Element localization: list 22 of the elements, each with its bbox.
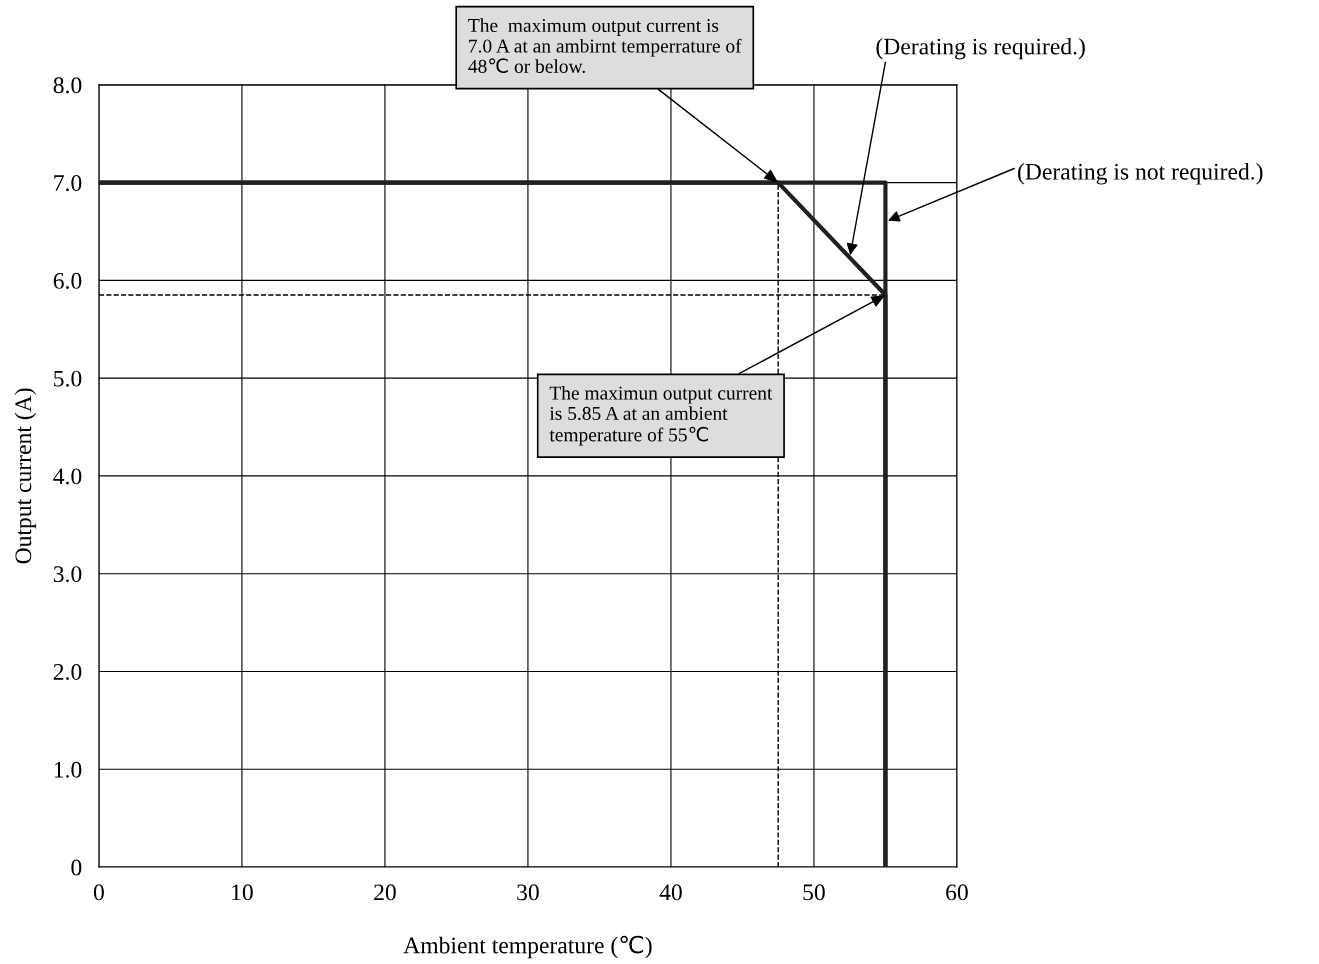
- y-tick-label: 8.0: [53, 77, 82, 94]
- y-tick-label: 4.0: [53, 468, 82, 485]
- annotation: (Derating is not required.): [1018, 163, 1263, 185]
- y-tick-label: 6.0: [53, 272, 82, 289]
- x-tick-label: 0: [93, 884, 104, 901]
- y-tick-label: 5.0: [54, 370, 82, 387]
- y-tick-label: 3.0: [53, 566, 82, 583]
- x-tick-label: 50: [803, 884, 825, 901]
- y-axis-title: Output current (A): [14, 388, 37, 564]
- x-tick-label: 40: [659, 884, 682, 901]
- y-tick-label: 0: [71, 859, 82, 876]
- x-tick-label: 30: [517, 884, 539, 901]
- x-tick-label: 60: [946, 884, 968, 901]
- x-axis-title: Ambient temperature (℃): [403, 935, 652, 959]
- y-tick-label: 2.0: [53, 663, 82, 680]
- y-tick-label: 1.0: [54, 761, 82, 778]
- x-tick-label: 20: [374, 884, 396, 901]
- annotation: The maximum output current is 7.0 A at an ambirnt temperrature of 48℃ or below.: [468, 18, 742, 74]
- x-tick-label: 10: [232, 884, 253, 901]
- annotation: The maximun output current is 5.85 A at an ambient temperature of 55℃: [549, 385, 773, 446]
- annotation: (Derating is required.): [876, 37, 1085, 60]
- y-tick-label: 7.0: [54, 175, 82, 192]
